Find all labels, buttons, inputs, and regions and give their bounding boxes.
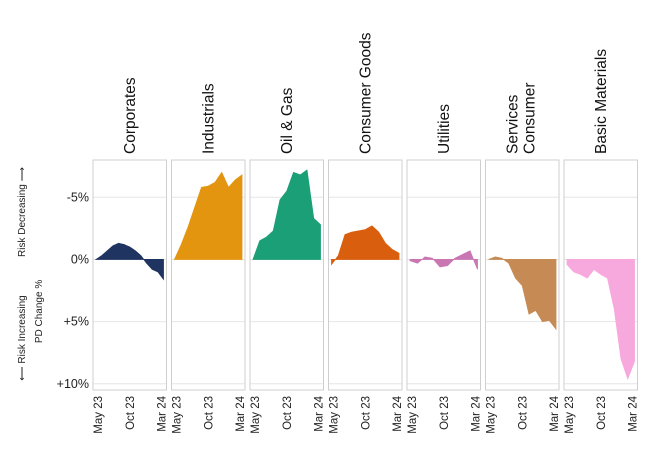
area-series <box>331 225 400 266</box>
x-tick-label: Mar 24 <box>157 395 169 431</box>
x-tick-label: Mar 24 <box>235 395 247 431</box>
x-tick-label: Oct 23 <box>517 396 529 430</box>
y-axis-label: PD Change % <box>34 280 45 343</box>
x-tick-label: May 23 <box>407 396 419 434</box>
x-tick-label: May 23 <box>93 396 105 434</box>
x-tick-label: May 23 <box>172 396 184 434</box>
x-tick-label: May 23 <box>250 396 262 434</box>
facet-title: Industrials <box>200 83 217 154</box>
x-tick-label: May 23 <box>564 396 576 434</box>
x-tick-label: Oct 23 <box>203 396 215 430</box>
panel-frame <box>328 159 403 391</box>
panel-frame <box>406 159 481 391</box>
x-tick-label: May 23 <box>486 396 498 434</box>
facet-panel: May 23 Oct 23 Mar 24 <box>485 159 561 434</box>
x-tick-label: Oct 23 <box>596 396 608 430</box>
panel-frame <box>485 159 560 391</box>
panel-frame <box>249 159 324 391</box>
y-axis-side-labels: Risk Decreasing ⟶ PD Change % ⟵ Risk Inc… <box>17 167 45 381</box>
facet-title: Utilities <box>436 104 453 154</box>
y-tick-label: +10% <box>57 377 89 391</box>
area-series <box>409 250 478 270</box>
panel-frame <box>171 159 246 391</box>
y-tick-label: -5% <box>67 190 89 204</box>
x-tick-label: Mar 24 <box>471 395 483 431</box>
area-series <box>94 242 164 281</box>
facet-panel: May 23 Oct 23 Mar 24 <box>92 159 169 434</box>
x-tick-label: Oct 23 <box>439 396 451 430</box>
x-tick-label: May 23 <box>329 396 341 434</box>
x-tick-label: Oct 23 <box>360 396 372 430</box>
facet-panel: May 23 Oct 23 Mar 24 <box>171 159 247 434</box>
x-tick-label: Oct 23 <box>282 396 294 430</box>
panel-frame <box>563 159 638 391</box>
facet-panel: May 23 Oct 23 Mar 24 <box>563 159 640 434</box>
area-series <box>566 259 635 380</box>
y-axis-ticks: -5% 0% +5% +10% <box>57 190 89 390</box>
facet-panel: May 23 Oct 23 Mar 24 <box>249 159 326 434</box>
y-tick-label: +5% <box>64 315 89 329</box>
area-series <box>252 169 321 260</box>
facet-title: Corporates <box>122 77 139 154</box>
y-tick-label: 0% <box>71 252 89 266</box>
facet-panel: May 23 Oct 23 Mar 24 <box>406 159 483 434</box>
facet-panel: May 23 Oct 23 Mar 24 <box>328 159 404 434</box>
area-series <box>173 171 243 260</box>
risk-decreasing-label: Risk Decreasing ⟶ <box>17 167 28 257</box>
facet-title: ConsumerServices <box>504 83 538 155</box>
x-tick-label: Mar 24 <box>628 395 640 431</box>
facet-title: Basic Materials <box>593 49 610 154</box>
panel-frame <box>92 159 167 391</box>
facet-panels: Corporates May 23 Oct 23 Mar 24 Industrials M… <box>92 32 640 434</box>
area-series <box>488 256 557 331</box>
facet-title: Oil & Gas <box>279 87 296 154</box>
x-tick-label: Mar 24 <box>392 395 404 431</box>
x-tick-label: Oct 23 <box>125 396 137 430</box>
x-tick-label: Mar 24 <box>549 395 561 431</box>
x-tick-label: Mar 24 <box>314 395 326 431</box>
risk-increasing-label: ⟵ Risk Increasing <box>17 295 28 380</box>
facet-title: Consumer Goods <box>357 32 374 154</box>
